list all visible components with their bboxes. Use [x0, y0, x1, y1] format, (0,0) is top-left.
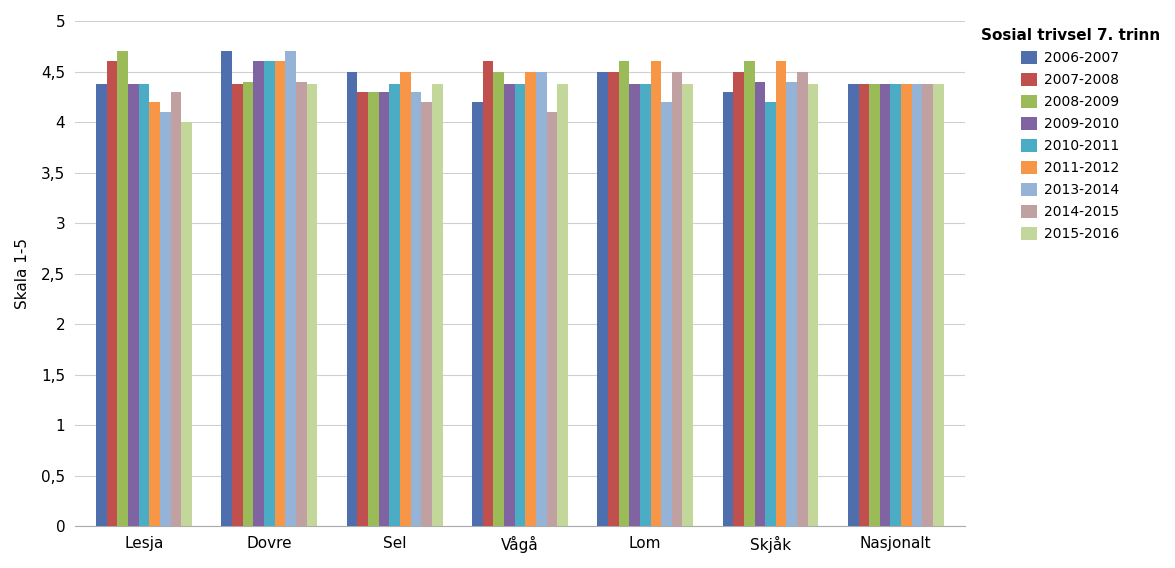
Bar	[525, 72, 536, 527]
Bar	[483, 61, 493, 527]
Bar	[848, 83, 859, 527]
Bar	[389, 83, 400, 527]
Bar	[432, 83, 443, 527]
Bar	[515, 83, 525, 527]
Bar	[96, 83, 107, 527]
Bar	[880, 83, 891, 527]
Y-axis label: Skala 1-5: Skala 1-5	[15, 238, 31, 309]
Bar	[683, 83, 693, 527]
Bar	[744, 61, 754, 527]
Bar	[597, 72, 607, 527]
Bar	[723, 92, 733, 527]
Bar	[181, 122, 192, 527]
Bar	[472, 102, 483, 527]
Bar	[378, 92, 389, 527]
Bar	[357, 92, 368, 527]
Bar	[275, 61, 286, 527]
Bar	[536, 72, 546, 527]
Bar	[254, 61, 264, 527]
Bar	[797, 72, 807, 527]
Bar	[640, 83, 651, 527]
Bar	[901, 83, 912, 527]
Bar	[286, 51, 296, 527]
Bar	[307, 83, 317, 527]
Bar	[786, 82, 797, 527]
Bar	[170, 92, 181, 527]
Bar	[912, 83, 922, 527]
Bar	[231, 83, 243, 527]
Bar	[221, 51, 231, 527]
Bar	[107, 61, 118, 527]
Bar	[557, 83, 568, 527]
Bar	[243, 82, 254, 527]
Bar	[807, 83, 819, 527]
Bar	[607, 72, 618, 527]
Bar	[891, 83, 901, 527]
Bar	[870, 83, 880, 527]
Bar	[754, 82, 765, 527]
Bar	[776, 61, 786, 527]
Bar	[139, 83, 149, 527]
Bar	[859, 83, 870, 527]
Bar	[347, 72, 357, 527]
Bar	[118, 51, 128, 527]
Bar	[296, 82, 307, 527]
Bar	[630, 83, 640, 527]
Bar	[149, 102, 160, 527]
Bar	[264, 61, 275, 527]
Bar	[662, 102, 672, 527]
Bar	[128, 83, 139, 527]
Bar	[922, 83, 933, 527]
Bar	[494, 72, 504, 527]
Bar	[672, 72, 683, 527]
Bar	[651, 61, 662, 527]
Bar	[618, 61, 630, 527]
Legend: 2006-2007, 2007-2008, 2008-2009, 2009-2010, 2010-2011, 2011-2012, 2013-2014, 201: 2006-2007, 2007-2008, 2008-2009, 2009-20…	[981, 28, 1160, 241]
Bar	[160, 112, 170, 527]
Bar	[933, 83, 944, 527]
Bar	[765, 102, 776, 527]
Bar	[400, 72, 410, 527]
Bar	[410, 92, 421, 527]
Bar	[546, 112, 557, 527]
Bar	[368, 92, 378, 527]
Bar	[504, 83, 515, 527]
Bar	[421, 102, 432, 527]
Bar	[733, 72, 744, 527]
